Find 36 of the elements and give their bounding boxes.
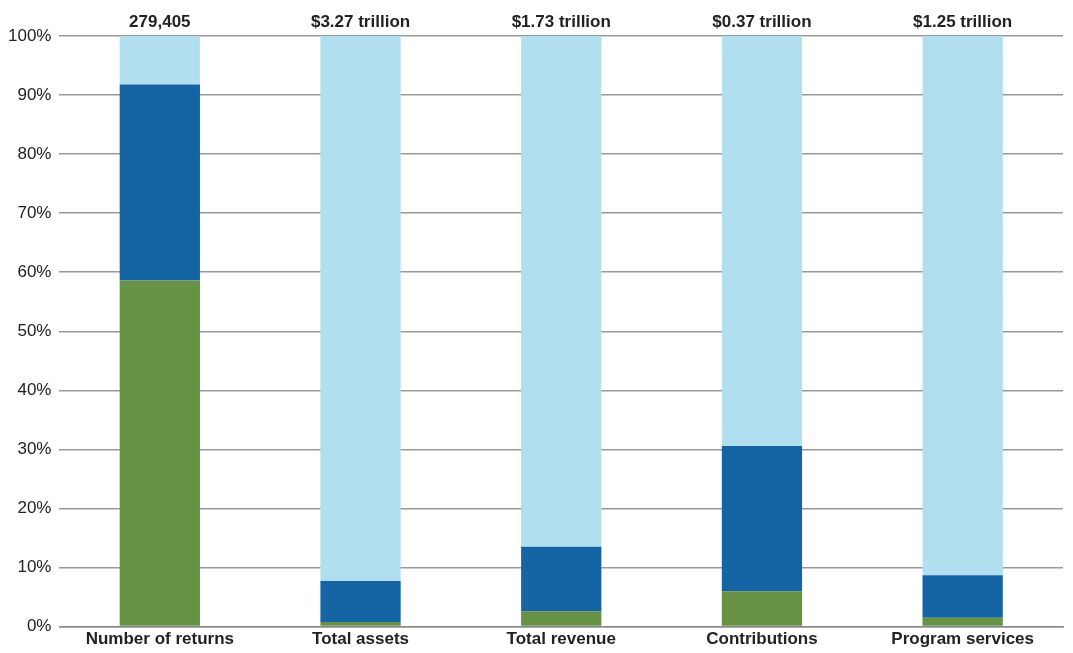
y-tick-label: 100% [8,25,52,45]
x-tick-label: Total revenue [506,629,616,649]
y-tick-label: 20% [17,498,52,518]
annotation: $3.27 trillion [310,12,411,32]
y-tick-label: 0% [26,616,52,636]
bar [922,575,1003,618]
x-tick-label: Total assets [312,629,410,649]
y-tick-label: 70% [17,202,52,222]
bar [119,36,200,85]
y-tick-label: 90% [17,84,52,104]
bar [119,280,200,626]
bar [320,621,401,626]
y-tick-label: 50% [17,320,52,340]
y-tick-label: 30% [17,439,52,459]
bar [521,36,602,547]
bar [320,581,401,622]
bar [922,617,1003,626]
y-tick-label: 10% [17,557,52,577]
bar [721,36,803,446]
annotation: $1.25 trillion [913,12,1013,32]
x-tick-label: Program services [891,629,1034,649]
bar [119,84,200,281]
bar [721,591,803,626]
bar [721,445,803,592]
x-tick-label: Contributions [706,629,818,649]
annotation: $1.73 trillion [511,12,611,32]
x-tick-label: Number of returns [85,629,234,649]
bar [320,36,401,582]
annotation: $0.37 trillion [712,12,812,32]
y-tick-label: 60% [17,261,52,281]
bar [521,611,602,626]
y-tick-label: 80% [17,143,52,163]
bar [922,36,1003,576]
bar [521,546,602,612]
annotation: 279,405 [129,12,191,32]
y-tick-label: 40% [17,380,52,400]
